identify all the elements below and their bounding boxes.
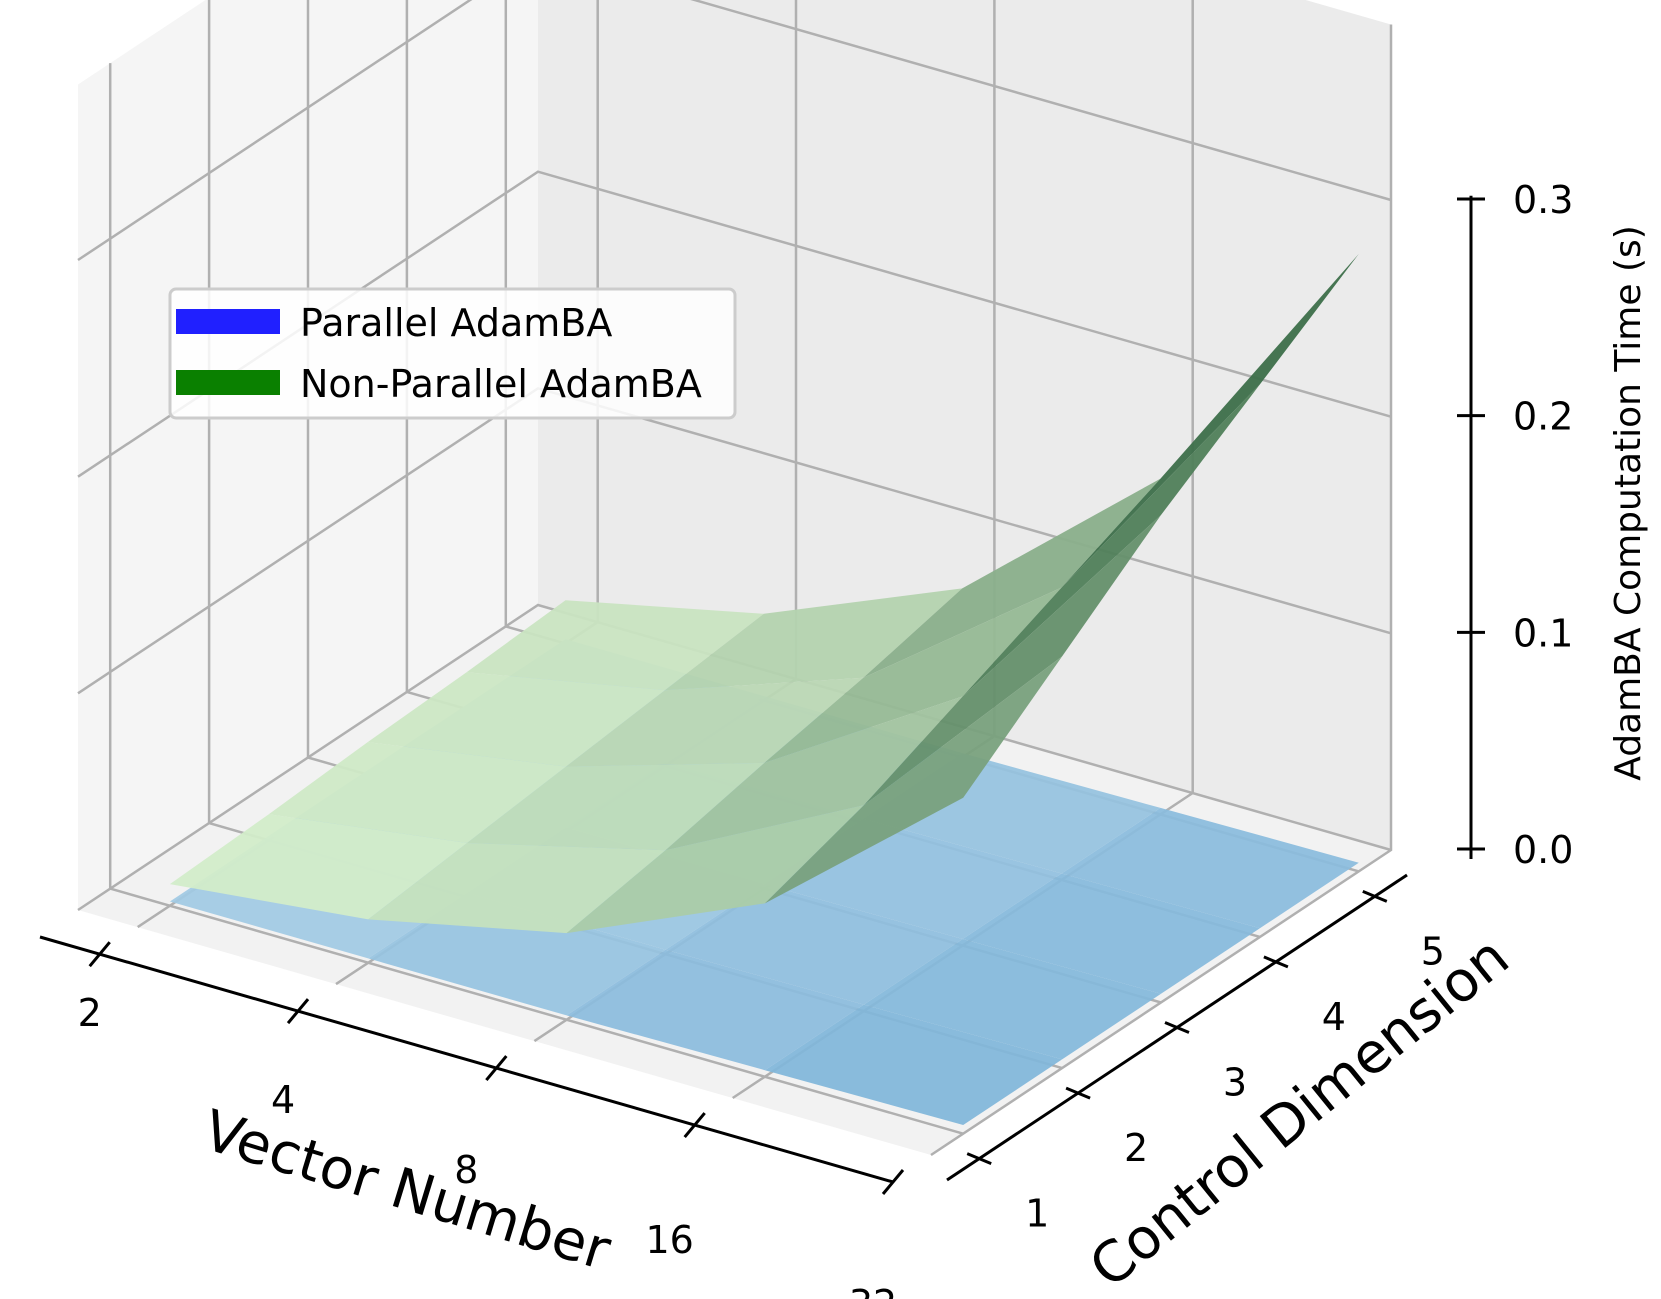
legend-label-non-parallel: Non-Parallel AdamBA: [300, 362, 702, 406]
surfaces: [169, 253, 1359, 1125]
y-tick-label: 1: [1025, 1192, 1049, 1236]
legend-swatch-parallel: [176, 309, 280, 334]
y-tick: [1164, 1021, 1190, 1034]
surface-patch: [368, 843, 666, 934]
x-tick-label: 2: [78, 991, 102, 1035]
y-tick-label: 3: [1223, 1061, 1247, 1105]
surface-patch: [764, 1004, 1063, 1125]
surface-patch: [466, 600, 764, 691]
legend: Parallel AdamBA Non-Parallel AdamBA: [168, 287, 737, 420]
grid-line-z: [77, 603, 1392, 912]
surface-patch: [566, 805, 864, 934]
surface-patch: [664, 588, 963, 691]
z-tick-label: 0.2: [1513, 395, 1573, 439]
surface-patch: [665, 884, 963, 1005]
surface-patch: [367, 672, 665, 767]
surface-patch: [863, 515, 1161, 806]
z-tick-label: 0.3: [1513, 178, 1573, 222]
surface-patch: [863, 939, 1161, 1060]
y-tick: [1362, 889, 1388, 903]
z-tick-label: 0.1: [1513, 611, 1573, 655]
x-tick: [881, 1169, 905, 1195]
surface-patch: [169, 814, 468, 920]
x-tick-label: 32: [849, 1282, 897, 1299]
surface-patch: [863, 478, 1161, 678]
surface-patch: [764, 587, 1062, 763]
surface-patch: [665, 696, 963, 851]
y-tick-label: 5: [1421, 929, 1445, 973]
x-tick-label: 4: [271, 1078, 295, 1122]
surface-patch: [962, 384, 1260, 697]
x-tick: [286, 998, 310, 1025]
x-tick: [88, 941, 111, 968]
y-tick: [1065, 1086, 1091, 1100]
surface-patch: [566, 949, 864, 1071]
legend-frame: [168, 287, 737, 420]
x-tick-label: 16: [645, 1218, 693, 1262]
x-axis-label: Vector Number: [196, 1098, 619, 1284]
surface-non-parallel: [169, 253, 1359, 934]
y-tick-label: 4: [1322, 995, 1346, 1039]
surface-patch: [962, 873, 1260, 994]
y-tick-label: 2: [1124, 1126, 1148, 1170]
x-tick-label: 8: [454, 1148, 478, 1192]
surface-patch: [467, 762, 765, 851]
x-axis-line: [39, 935, 894, 1184]
x-tick: [683, 1112, 706, 1138]
axis-lines: [39, 195, 1485, 1195]
legend-swatch-non-parallel: [176, 370, 280, 395]
surface-patch: [764, 656, 1063, 904]
legend-label-parallel: Parallel AdamBA: [300, 301, 612, 345]
z-tick-label: 0.0: [1513, 828, 1573, 872]
z-axis-label: AdamBA Computation Time (s): [1608, 225, 1649, 781]
surface-patch: [566, 677, 864, 767]
tick-labels: 2 4 8 16 32 1 2 3 4 5 0.0 0.1 0.2 0.3: [78, 178, 1574, 1299]
y-tick: [966, 1152, 992, 1166]
y-tick: [1263, 955, 1289, 969]
surface-patch: [268, 742, 566, 843]
grid-line-z: [77, 0, 1392, 262]
surface-patch: [1061, 807, 1359, 929]
x-tick: [485, 1055, 508, 1082]
